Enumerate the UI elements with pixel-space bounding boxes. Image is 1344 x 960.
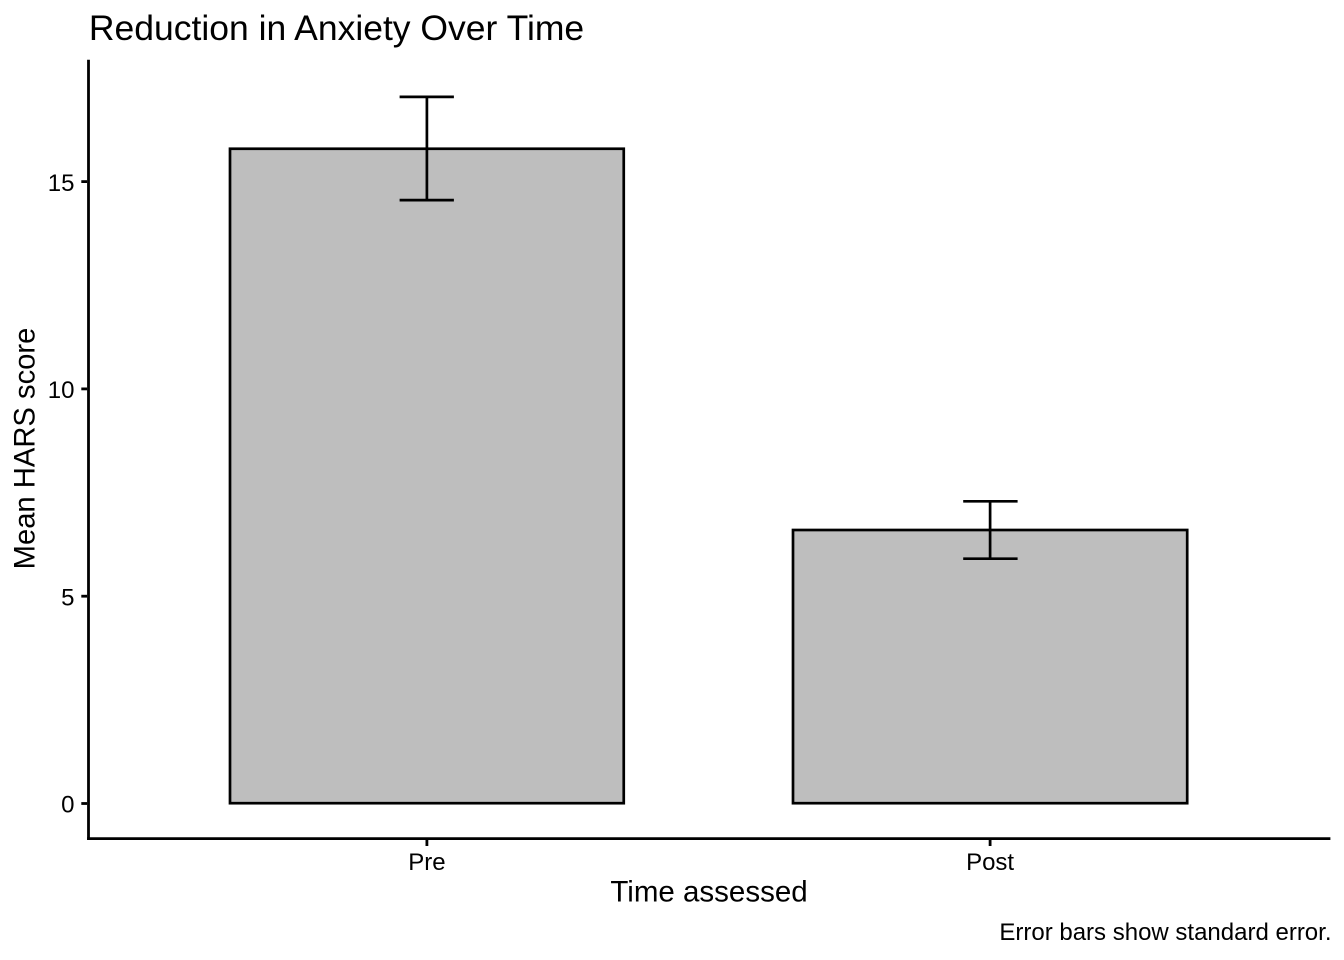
- svg-text:Reduction in Anxiety Over Time: Reduction in Anxiety Over Time: [89, 8, 584, 48]
- svg-text:Post: Post: [966, 849, 1014, 876]
- svg-text:Error bars show standard error: Error bars show standard error.: [999, 919, 1331, 946]
- svg-text:5: 5: [61, 584, 74, 611]
- svg-text:10: 10: [48, 377, 75, 404]
- svg-text:0: 0: [61, 792, 74, 819]
- svg-text:Time assessed: Time assessed: [610, 875, 807, 908]
- svg-text:Mean HARS score: Mean HARS score: [10, 328, 42, 570]
- svg-text:Pre: Pre: [408, 849, 445, 876]
- svg-text:15: 15: [48, 170, 75, 197]
